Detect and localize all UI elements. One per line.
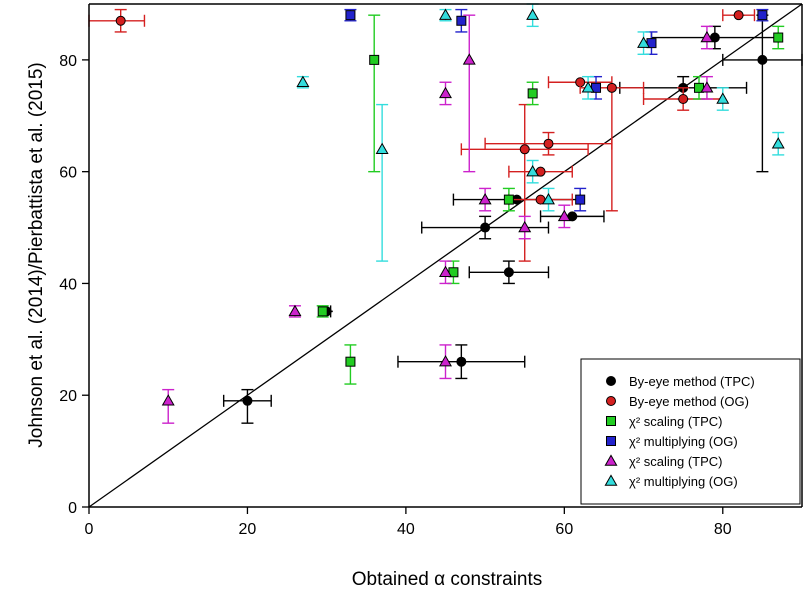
y-tick-label: 0	[68, 500, 77, 517]
series-5	[161, 14, 714, 424]
legend-marker	[604, 474, 618, 486]
legend-entry: By-eye method (OG)	[629, 394, 749, 409]
data-point	[771, 137, 785, 149]
series-6	[296, 3, 785, 262]
data-point	[345, 10, 356, 21]
data-point	[439, 86, 452, 99]
y-tick-label: 20	[59, 388, 77, 405]
legend-entry: χ² scaling (TPC)	[629, 414, 723, 429]
data-point	[478, 192, 492, 205]
x-tick-label: 80	[714, 521, 732, 538]
data-point	[637, 36, 651, 48]
legend-box	[580, 358, 801, 505]
x-axis: 0 20 40 60 80	[85, 3, 802, 538]
data-point	[518, 220, 532, 233]
data-point	[581, 81, 595, 93]
data-point	[375, 142, 389, 155]
data-point	[526, 8, 540, 20]
plot-area	[88, 3, 803, 508]
legend-marker	[606, 416, 616, 426]
y-tick-label: 40	[59, 276, 77, 293]
data-point	[773, 32, 784, 43]
y-axis-label: Johnson et al. (2014)/Pierbattista et al…	[26, 62, 47, 448]
data-point	[296, 75, 310, 87]
legend-marker	[606, 436, 616, 446]
data-point	[575, 194, 586, 205]
x-tick-label: 40	[397, 521, 415, 538]
legend-marker	[606, 376, 616, 386]
data-point	[526, 165, 540, 177]
data-point	[345, 356, 356, 367]
data-point	[439, 8, 452, 20]
x-tick-label: 0	[85, 521, 94, 538]
data-point	[503, 194, 514, 205]
series-3	[316, 14, 785, 385]
data-point	[543, 138, 554, 149]
data-point	[733, 10, 744, 21]
legend-entry: By-eye method (TPC)	[629, 374, 755, 389]
data-point	[115, 15, 126, 26]
data-point	[519, 144, 530, 155]
data-point	[439, 355, 452, 367]
data-point	[462, 53, 476, 65]
data-point	[439, 265, 452, 277]
legend: By-eye method (TPC) By-eye method (OG) χ² …	[580, 358, 801, 505]
data-point	[369, 54, 380, 65]
data-point	[678, 94, 689, 105]
y-tick-label: 80	[59, 53, 77, 70]
data-point	[700, 30, 714, 43]
series-2	[88, 8, 756, 262]
data-point	[161, 394, 175, 406]
data-point	[557, 209, 571, 222]
x-tick-label: 20	[239, 521, 257, 538]
data-point	[716, 92, 730, 104]
data-point	[527, 88, 538, 99]
data-point	[242, 395, 253, 406]
data-point	[503, 267, 514, 278]
y-tick-label: 60	[59, 165, 77, 182]
data-point	[456, 15, 467, 26]
data-point	[757, 10, 768, 21]
x-axis-label: Obtained α constraints	[352, 569, 543, 590]
data-point	[288, 304, 302, 317]
legend-entry: χ² multiplying (OG)	[629, 474, 738, 489]
legend-marker	[606, 396, 616, 406]
legend-entry: χ² multiplying (OG)	[629, 434, 738, 449]
data-point	[480, 222, 491, 233]
data-point	[606, 82, 617, 93]
data-point	[317, 306, 328, 317]
data-point	[700, 81, 714, 93]
legend-marker	[604, 454, 618, 466]
data-point	[757, 54, 768, 65]
y-axis: 0 20 40 60 80	[59, 4, 803, 517]
data-point	[542, 192, 555, 205]
x-tick-label: 60	[555, 521, 573, 538]
data-point	[456, 356, 467, 367]
legend-entry: χ² scaling (TPC)	[629, 454, 723, 469]
